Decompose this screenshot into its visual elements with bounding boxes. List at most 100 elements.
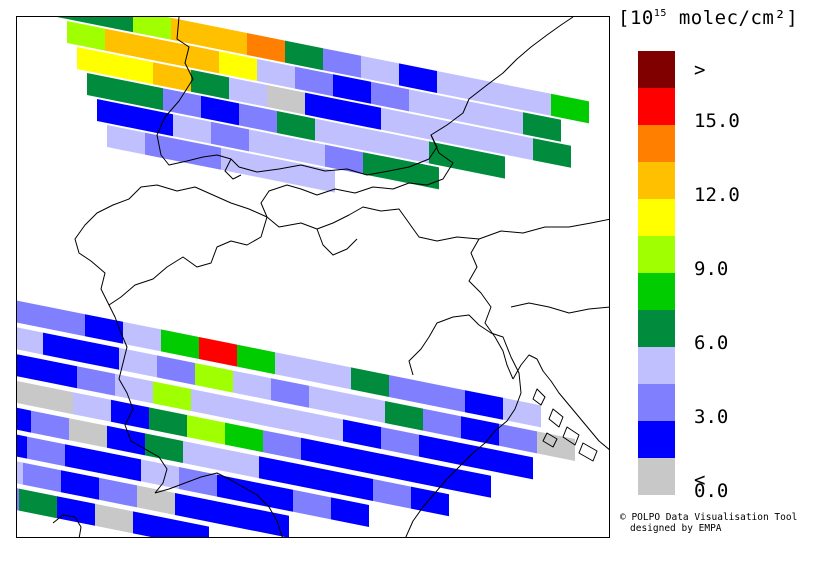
swath-pixel <box>513 86 551 116</box>
legend-swatch <box>638 273 675 310</box>
swath-pixel <box>447 97 485 127</box>
swath-pixel <box>17 300 47 329</box>
legend-swatch <box>638 236 675 273</box>
swath-pixel <box>17 488 19 511</box>
swath-pixel <box>537 431 575 461</box>
swath-pixel <box>313 359 351 390</box>
swath-pixel <box>61 470 99 500</box>
swath-pixel <box>391 133 429 164</box>
swath-pixel <box>23 462 61 493</box>
swath-pixel <box>145 132 183 163</box>
swath-pixel <box>371 81 409 112</box>
swath-pixel <box>39 358 77 389</box>
swath-pixel <box>247 33 285 63</box>
credit-line-2: designed by EMPA <box>630 523 722 534</box>
coast-adriatic-italy <box>405 314 522 537</box>
swath-pixel <box>551 93 589 124</box>
swath-pixel <box>31 410 69 441</box>
swath-pixel <box>457 442 495 472</box>
swath-pixel <box>65 444 103 474</box>
swath-pixel <box>259 155 297 185</box>
legend-swatch <box>638 88 675 125</box>
swath-pixel <box>495 449 533 480</box>
swath-pixel <box>141 459 179 489</box>
border-austria-italy <box>266 206 609 242</box>
swath-pixel <box>295 66 333 97</box>
border-south-tyrol <box>316 228 358 256</box>
swath-pixel <box>27 436 65 467</box>
swath-pixel <box>115 54 153 85</box>
swath-pixel <box>73 392 111 422</box>
legend-swatch <box>638 384 675 421</box>
swath-pixel <box>67 21 105 51</box>
swath-pixel <box>57 496 95 526</box>
legend-units: [1015 molec/cm²] <box>618 7 798 29</box>
swath-pixel <box>225 422 263 453</box>
swath-pixel <box>315 118 353 149</box>
swath-pixel <box>145 433 183 463</box>
border-germany-austria <box>156 17 574 176</box>
swath-pixel <box>133 17 171 40</box>
swath-pixel <box>267 85 305 115</box>
swath-pixel <box>107 125 145 155</box>
swath-pixel <box>199 337 237 367</box>
swath-pixel <box>423 408 461 439</box>
swath-pixel <box>183 140 221 170</box>
swath-pixel <box>277 111 315 141</box>
swath-pixel <box>499 423 537 454</box>
swath-pixel <box>255 482 293 512</box>
swath-pixel <box>69 418 107 448</box>
swath-pixel <box>353 126 391 156</box>
legend-swatch <box>638 125 675 162</box>
swath-pixel <box>351 367 389 397</box>
island-1 <box>532 388 546 406</box>
swath-pixel <box>95 17 133 33</box>
legend-tick-label: 3.0 <box>694 406 729 429</box>
swath-pixel <box>105 28 143 59</box>
swath-pixel <box>107 425 145 456</box>
swath-pixel <box>17 354 39 381</box>
swath-pixel <box>523 112 561 142</box>
legend-tick-label: 12.0 <box>694 184 740 207</box>
swath-pixel <box>361 55 399 86</box>
swath-pixel <box>257 59 295 89</box>
swath-pixel <box>219 51 257 81</box>
swath-pixel <box>17 327 43 355</box>
swath-pixel <box>271 378 309 408</box>
swath-pixel <box>293 489 331 520</box>
swath-pixel <box>99 477 137 508</box>
swath-pixel <box>335 471 373 501</box>
border-france-italy <box>108 304 168 494</box>
legend-swatch <box>638 310 675 347</box>
swath-pixel <box>43 332 81 363</box>
swath-pixel <box>461 416 499 446</box>
swath-pixel <box>465 390 503 420</box>
swath-pixel <box>495 130 533 161</box>
swath-pixel <box>419 434 457 465</box>
swath-pixel <box>347 393 385 423</box>
swath-pixel <box>221 448 259 479</box>
border-liechtenstein <box>224 158 242 180</box>
swath-pixel <box>339 445 377 475</box>
country-borders <box>52 17 609 537</box>
legend-tick-label: < <box>694 469 706 492</box>
swath-pixel <box>35 384 73 415</box>
legend-swatch <box>638 421 675 458</box>
swath-pixel <box>251 508 289 537</box>
swath-pixel <box>331 497 369 527</box>
swath-pixel <box>95 503 133 534</box>
swath-pixel <box>249 129 287 159</box>
swath-pixel <box>163 88 201 118</box>
swath-pixel <box>275 352 313 382</box>
swath-pixel <box>17 407 31 433</box>
swath-south <box>17 300 575 537</box>
swath-pixel <box>119 347 157 378</box>
legend-swatch <box>638 199 675 236</box>
swath-pixel <box>301 437 339 468</box>
island-4 <box>578 442 598 462</box>
legend-swatch <box>638 162 675 199</box>
swath-pixel <box>475 78 513 109</box>
swath-pixel <box>415 460 453 491</box>
credit-text: © POLPO Data Visualisation Tool designed… <box>620 512 797 534</box>
swath-pixel <box>77 366 115 396</box>
